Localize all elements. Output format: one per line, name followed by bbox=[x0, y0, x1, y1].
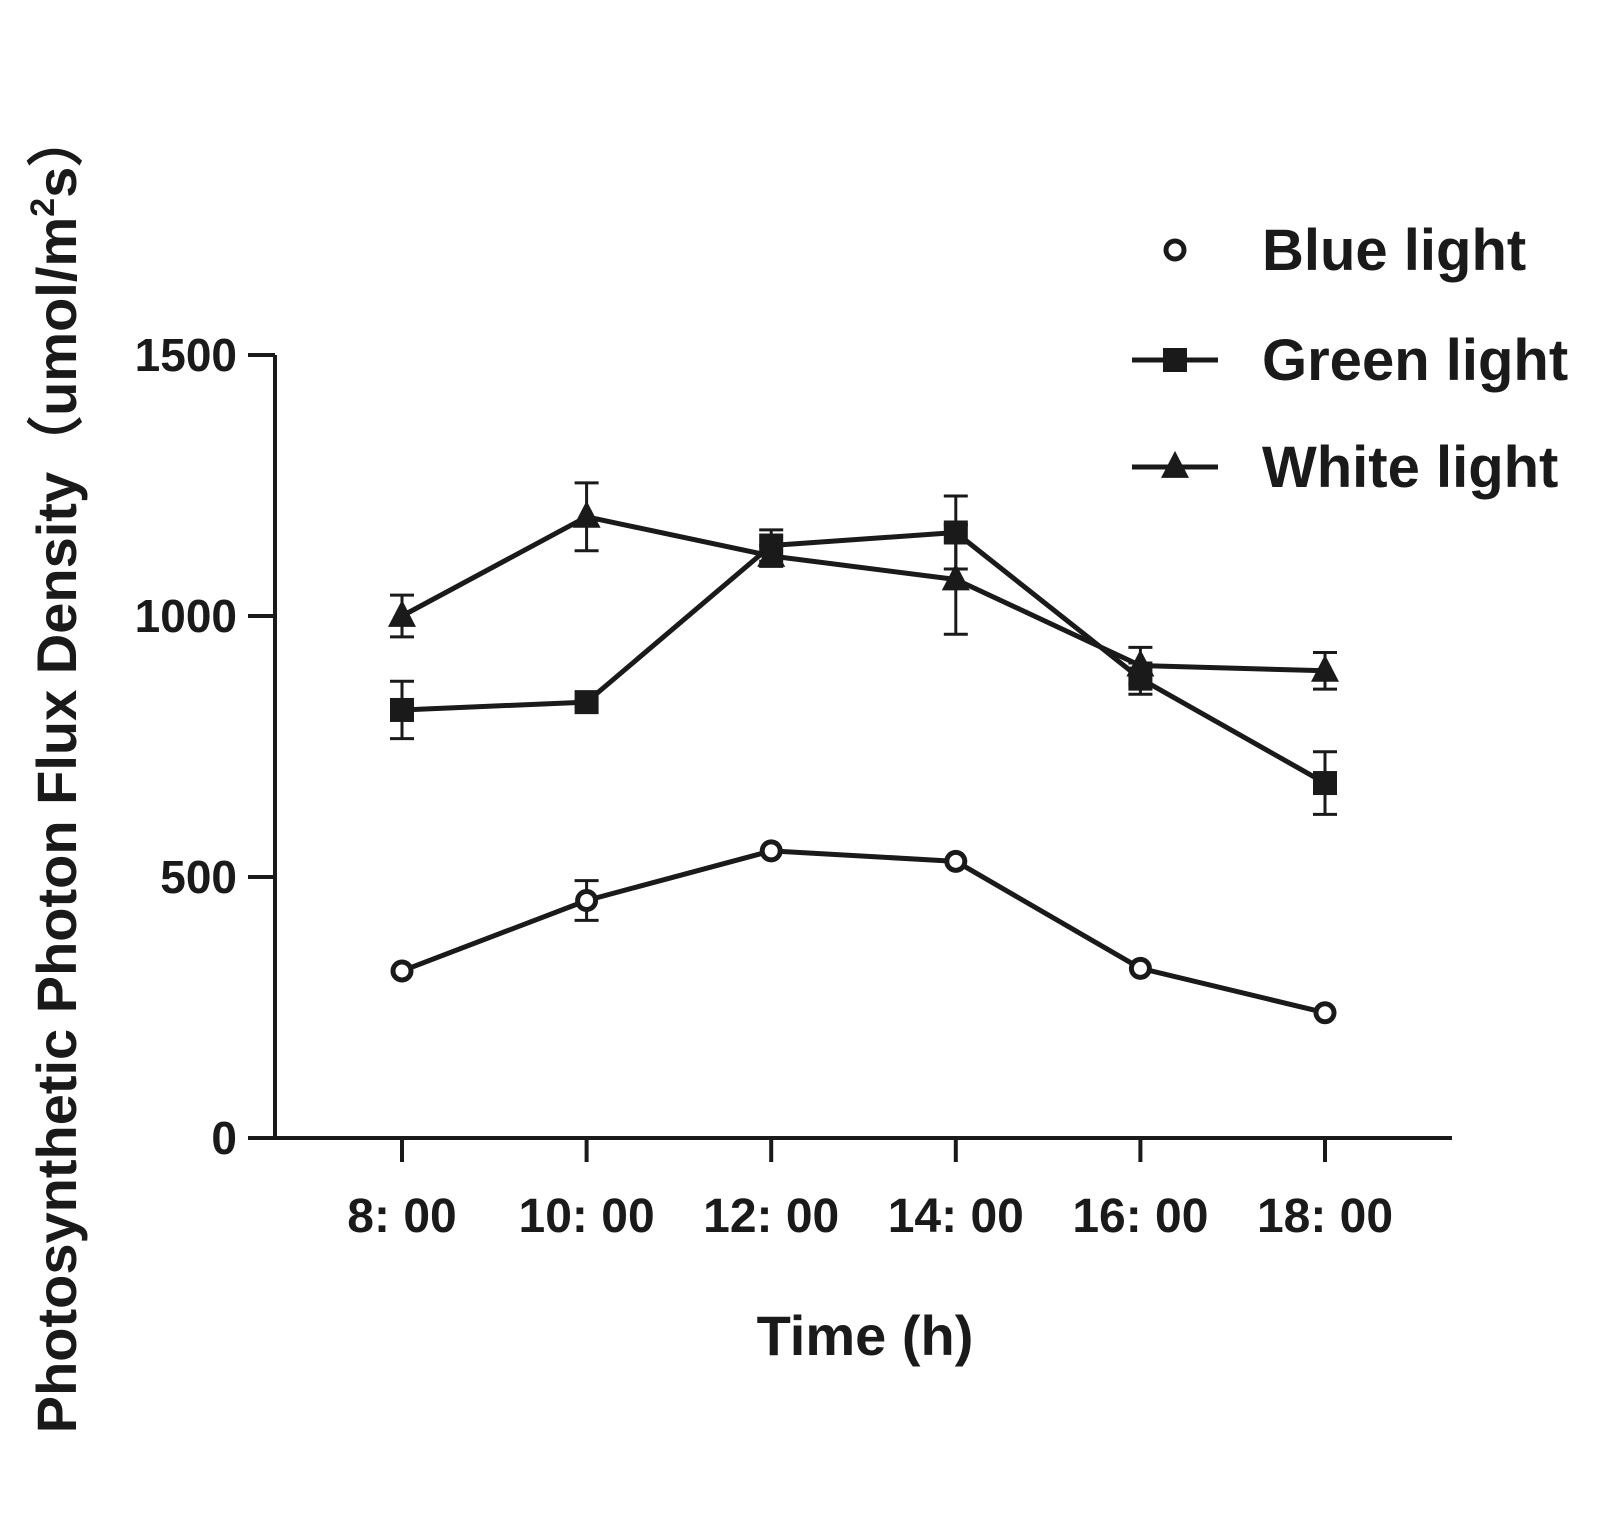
green-light-line bbox=[401, 529, 1327, 786]
legend-marker-green-light bbox=[1163, 348, 1187, 372]
x-tick-label: 8: 00 bbox=[347, 1190, 456, 1243]
legend-marker-white-light bbox=[1161, 450, 1189, 478]
white-light-point bbox=[1311, 654, 1339, 682]
legend-label-blue-light: Blue light bbox=[1262, 218, 1526, 283]
y-tick-label: 1500 bbox=[135, 329, 237, 381]
legend-marker-blue-light bbox=[1163, 238, 1187, 262]
y-tick-label: 0 bbox=[211, 1112, 237, 1164]
blue-light-point bbox=[1313, 1001, 1337, 1025]
y-tick-label: 1000 bbox=[135, 590, 237, 642]
y-tick-label: 500 bbox=[160, 851, 237, 903]
white-light-point bbox=[757, 539, 786, 567]
blue-light-point bbox=[575, 888, 599, 912]
series-layer bbox=[388, 481, 1339, 1025]
axes bbox=[248, 355, 1452, 1140]
series-blue-light bbox=[390, 839, 1337, 1025]
green-light-point bbox=[574, 690, 599, 715]
blue-light-point bbox=[1128, 956, 1152, 980]
green-light-point bbox=[1313, 771, 1337, 796]
series-white-light bbox=[388, 481, 1339, 691]
blue-light-point bbox=[390, 959, 414, 983]
x-ticks: 8: 00 10: 00 12: 00 14: 00 16: 00 18: 00 bbox=[347, 1138, 1393, 1243]
green-light-point bbox=[390, 697, 414, 722]
legend-item-blue-light: Blue light bbox=[1163, 218, 1526, 283]
x-tick-label: 10: 00 bbox=[519, 1190, 655, 1243]
legend-item-green-light: Green light bbox=[1132, 328, 1568, 393]
legend-label-green-light: Green light bbox=[1262, 328, 1568, 393]
y-ticks: 0 500 1000 1500 bbox=[135, 329, 275, 1164]
blue-light-point bbox=[944, 849, 968, 873]
y-axis-title-main: Photosynthetic Photon Flux Density（umol/… bbox=[25, 217, 88, 1434]
y-axis-title-end: s） bbox=[25, 111, 88, 198]
x-tick-label: 12: 00 bbox=[703, 1190, 839, 1243]
legend-item-white-light: White light bbox=[1132, 435, 1558, 500]
white-light-point bbox=[1126, 649, 1155, 677]
x-tick-label: 14: 00 bbox=[888, 1190, 1024, 1243]
x-axis-title: Time (h) bbox=[757, 1304, 974, 1367]
legend: Blue light Green light White light bbox=[1132, 218, 1568, 500]
legend-label-white-light: White light bbox=[1262, 435, 1558, 500]
blue-light-line bbox=[401, 848, 1326, 1016]
white-light-point bbox=[388, 599, 416, 627]
white-light-point bbox=[572, 500, 601, 528]
blue-light-point bbox=[759, 839, 783, 863]
white-light-line bbox=[400, 514, 1326, 674]
white-light-point bbox=[941, 563, 970, 591]
x-tick-label: 16: 00 bbox=[1072, 1190, 1208, 1243]
y-axis-title-superscript: 2 bbox=[24, 198, 62, 217]
y-axis-title: Photosynthetic Photon Flux Density（umol/… bbox=[24, 111, 88, 1434]
x-tick-label: 18: 00 bbox=[1257, 1190, 1393, 1243]
